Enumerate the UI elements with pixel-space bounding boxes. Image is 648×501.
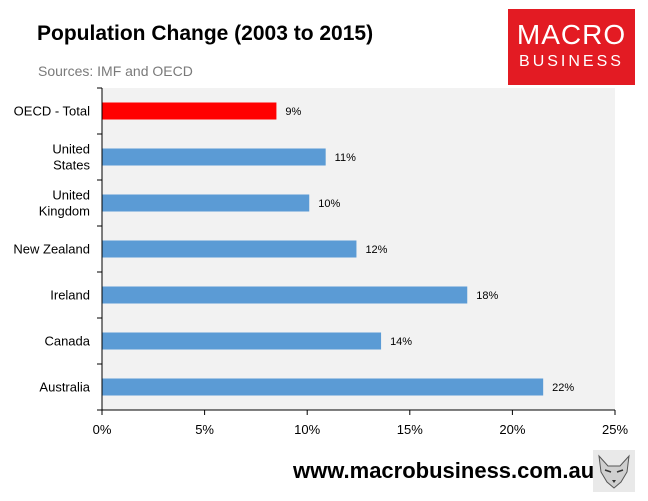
category-label: OECD - Total (14, 104, 90, 119)
category-label: United States (52, 142, 90, 173)
data-label: 22% (552, 382, 574, 394)
footer-url: www.macrobusiness.com.au (293, 458, 595, 483)
bar (102, 240, 357, 258)
macrobusiness-logo: MACRO BUSINESS (508, 9, 635, 85)
data-label: 12% (365, 244, 387, 256)
data-label: 11% (335, 152, 356, 164)
x-tick-label: 5% (195, 422, 214, 437)
bar (102, 148, 326, 166)
chart-title: Population Change (2003 to 2015) (37, 22, 374, 45)
bar (102, 194, 310, 212)
category-label: Australia (39, 380, 90, 395)
data-label: 18% (476, 290, 498, 302)
x-tick-label: 15% (397, 422, 423, 437)
x-tick-label: 0% (93, 422, 112, 437)
x-tick-label: 10% (294, 422, 320, 437)
bar (102, 286, 468, 304)
data-label: 9% (285, 106, 301, 118)
logo-line-2: BUSINESS (519, 53, 624, 70)
category-label: United Kingdom (39, 188, 90, 219)
bar (102, 332, 382, 350)
category-label: Canada (44, 334, 90, 349)
category-label: Ireland (50, 288, 90, 303)
data-label: 14% (390, 336, 412, 348)
x-tick-label: 20% (499, 422, 525, 437)
bar (102, 378, 544, 396)
data-label: 10% (318, 198, 340, 210)
x-tick-label: 25% (602, 422, 628, 437)
logo-line-1: MACRO (516, 19, 627, 50)
bar (102, 102, 277, 120)
category-label: New Zealand (13, 242, 90, 257)
chart-subtitle: Sources: IMF and OECD (38, 63, 193, 79)
fox-logo-icon (593, 450, 635, 492)
